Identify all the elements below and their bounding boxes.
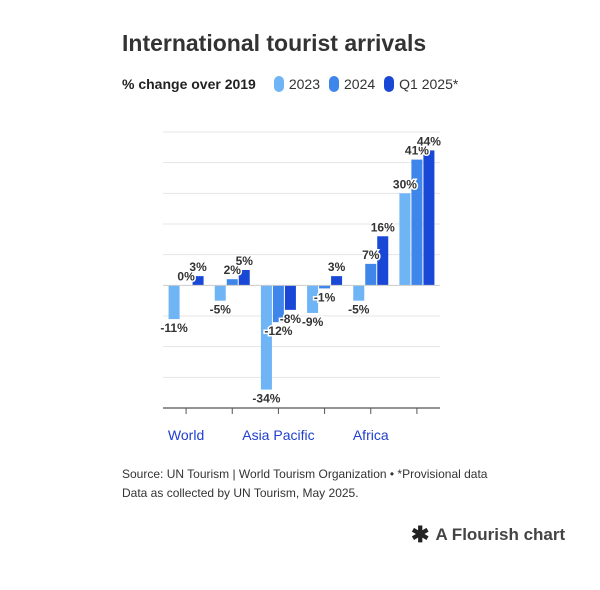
- legend-swatch-2024: [329, 76, 340, 92]
- bar: [260, 285, 272, 390]
- legend-item-2023: 2023: [273, 76, 321, 92]
- bar: [214, 285, 226, 301]
- data-label: 5%: [236, 254, 254, 268]
- bar: [238, 270, 250, 286]
- chart-title: International tourist arrivals: [122, 30, 427, 56]
- data-label: -5%: [210, 303, 232, 317]
- legend-swatch-q1-2025: [384, 76, 395, 92]
- bar: [423, 150, 435, 286]
- bar: [226, 279, 238, 286]
- data-label: 30%: [393, 177, 417, 191]
- data-label: -9%: [302, 315, 324, 329]
- legend-item-2024: 2024: [329, 76, 375, 92]
- bar: [307, 285, 319, 313]
- legend-label-2024: 2024: [344, 76, 376, 92]
- bar: [272, 285, 284, 323]
- data-note: Data as collected by UN Tourism, May 202…: [122, 486, 359, 500]
- data-label: 44%: [417, 134, 441, 148]
- bar: [168, 285, 180, 320]
- data-label: 7%: [362, 248, 380, 262]
- bar: [399, 193, 411, 286]
- data-label: -34%: [252, 392, 280, 406]
- legend-swatch-2023: [273, 76, 284, 92]
- legend-label-2023: 2023: [288, 76, 321, 92]
- x-tick-label: Asia Pacific: [242, 427, 314, 443]
- flourish-branding[interactable]: ✱ A Flourish chart: [411, 524, 565, 546]
- data-label: 2%: [224, 263, 242, 277]
- data-label: 41%: [405, 144, 429, 158]
- bar: [319, 285, 331, 289]
- data-label: -11%: [160, 321, 188, 335]
- data-label: 0%: [177, 269, 195, 283]
- legend-title: % change over 2019: [122, 76, 256, 92]
- bar: [377, 236, 389, 286]
- data-label: 3%: [328, 260, 346, 274]
- bar: [284, 285, 296, 310]
- data-label: -12%: [264, 324, 292, 338]
- x-tick-label: World: [168, 427, 204, 443]
- data-label: -5%: [348, 303, 370, 317]
- bar: [192, 276, 204, 286]
- bar: [331, 276, 343, 286]
- legend-item-q1-2025: Q1 2025*: [384, 76, 458, 92]
- data-label: 3%: [189, 260, 207, 274]
- legend: % change over 2019 2023 2024 Q1 2025*: [122, 76, 467, 92]
- data-label: -8%: [280, 312, 302, 326]
- source-note: Source: UN Tourism | World Tourism Organ…: [122, 467, 488, 481]
- legend-label-q1-2025: Q1 2025*: [399, 76, 459, 92]
- chart-footer: Source: UN Tourism | World Tourism Organ…: [122, 465, 487, 503]
- flourish-logo-icon: ✱: [411, 522, 430, 547]
- flourish-branding-text: A Flourish chart: [435, 525, 566, 544]
- bar: [411, 159, 423, 286]
- x-tick-label: Africa: [353, 427, 389, 443]
- bar: [353, 285, 365, 301]
- data-label: 16%: [371, 220, 395, 234]
- data-label: -1%: [314, 290, 336, 304]
- bar: [365, 263, 377, 286]
